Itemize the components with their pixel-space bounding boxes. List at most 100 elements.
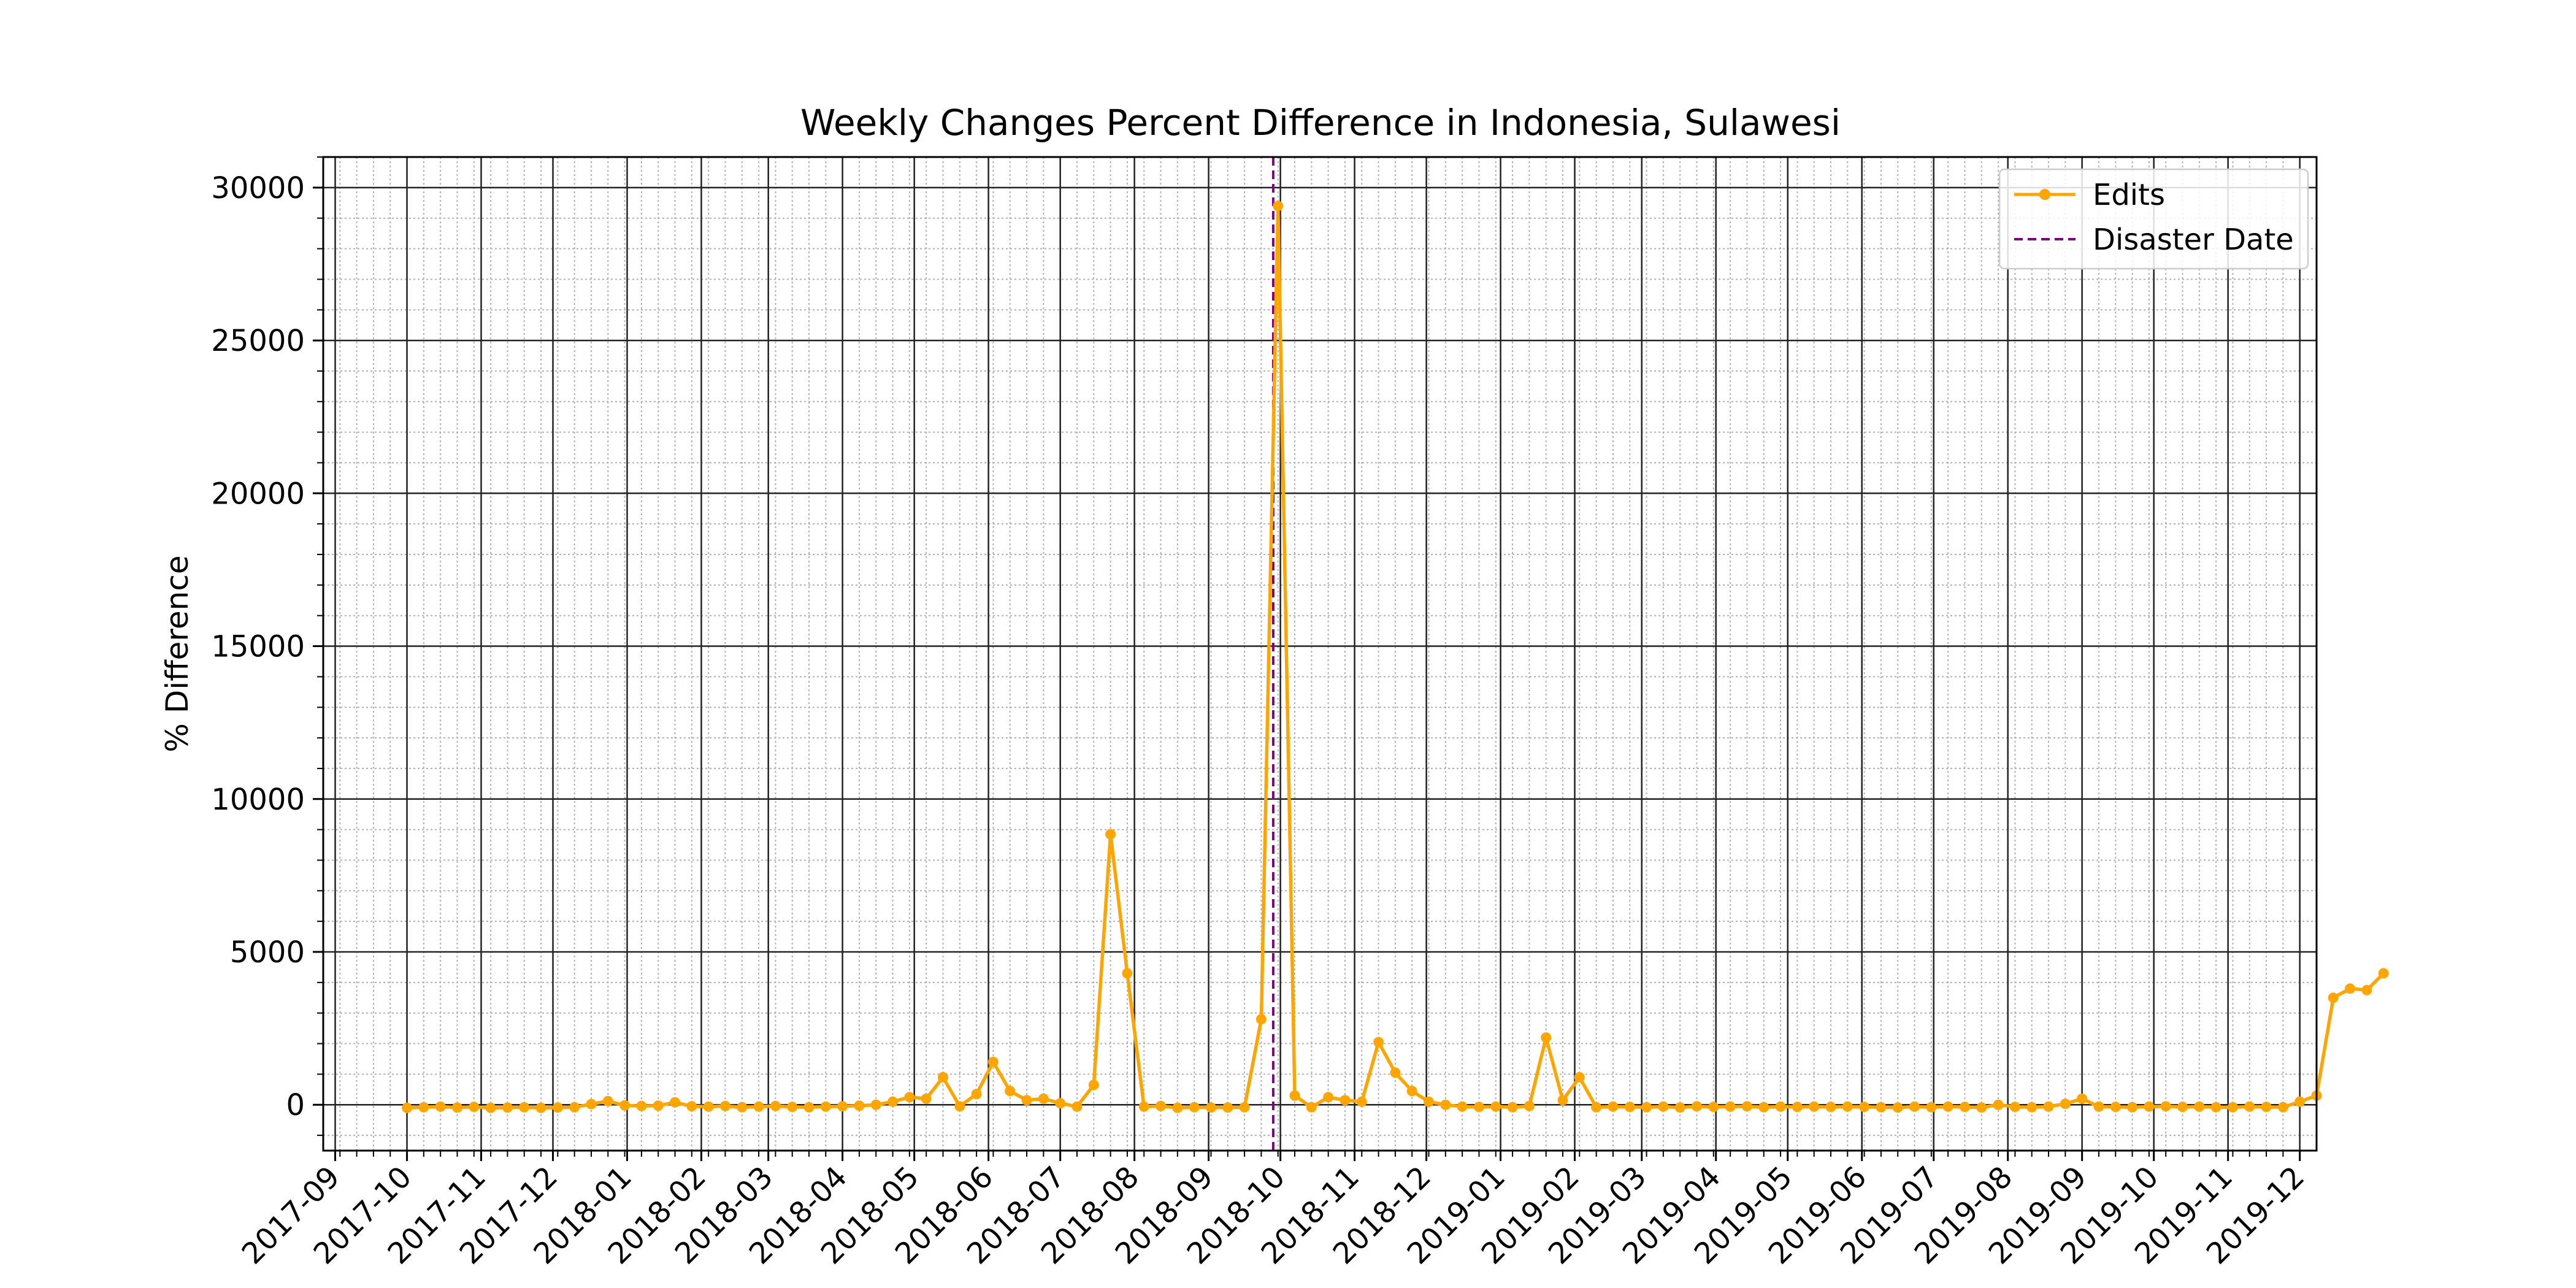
edits-data-point: [435, 1101, 446, 1112]
edits-data-point: [1574, 1071, 1585, 1083]
edits-data-point: [1189, 1102, 1200, 1113]
y-axis-label: % Difference: [159, 555, 195, 752]
edits-data-point: [2294, 1096, 2306, 1107]
edits-data-point: [2177, 1102, 2188, 1113]
edits-data-point: [1541, 1032, 1552, 1043]
edits-data-point: [1038, 1093, 1049, 1104]
edits-data-point: [1775, 1101, 1786, 1112]
edits-data-point: [2261, 1102, 2272, 1113]
edits-data-point: [1892, 1102, 1903, 1113]
plot-series: [402, 157, 2389, 1151]
edits-data-point: [1658, 1101, 1669, 1112]
legend-edits-label: Edits: [2093, 178, 2165, 212]
edits-data-point: [770, 1100, 781, 1111]
legend-disaster-label: Disaster Date: [2093, 223, 2294, 257]
edits-data-point: [1138, 1101, 1149, 1112]
edits-data-point: [569, 1102, 580, 1113]
edits-data-point: [1021, 1095, 1032, 1106]
edits-data-point: [2144, 1101, 2155, 1112]
edits-data-point: [2026, 1102, 2037, 1113]
edits-data-point: [1809, 1101, 1820, 1112]
edits-data-point: [1373, 1037, 1384, 1048]
edits-data-point: [418, 1102, 429, 1113]
y-tick-label: 15000: [211, 630, 305, 664]
edits-data-point: [921, 1093, 932, 1104]
edits-data-point: [2043, 1101, 2054, 1112]
edits-data-point: [2077, 1093, 2088, 1104]
edits-data-point: [2160, 1101, 2171, 1112]
edits-data-point: [887, 1096, 899, 1107]
edits-data-point: [519, 1102, 530, 1113]
edits-data-point: [1641, 1102, 1652, 1113]
edits-data-point: [1524, 1100, 1535, 1111]
edits-data-point: [1306, 1102, 1317, 1113]
edits-data-point: [1692, 1101, 1702, 1112]
edits-data-point: [2093, 1101, 2104, 1112]
edits-data-point: [820, 1101, 831, 1112]
edits-data-point: [854, 1100, 865, 1111]
edits-data-point: [1406, 1086, 1417, 1097]
edits-data-point: [1490, 1101, 1501, 1112]
edits-data-point: [2361, 984, 2372, 995]
edits-data-point: [1390, 1067, 1401, 1078]
edits-data-point: [1005, 1086, 1016, 1097]
edits-data-point: [1206, 1102, 1216, 1113]
legend: Edits Disaster Date: [1998, 168, 2309, 270]
edits-data-point: [1440, 1099, 1451, 1110]
y-tick-label: 0: [286, 1088, 305, 1122]
edits-data-point: [1474, 1102, 1484, 1113]
y-axis: 0 5000 10000 15000 20000 25000 30000: [211, 156, 323, 1137]
edits-data-point: [2210, 1102, 2221, 1113]
edits-data-point: [1507, 1102, 1518, 1113]
edits-data-point: [1424, 1096, 1434, 1107]
edits-data-point: [1340, 1095, 1351, 1106]
edits-data-point: [1842, 1101, 1853, 1112]
major-grid: [323, 157, 2317, 1151]
y-tick-label: 5000: [230, 935, 305, 970]
edits-data-point: [971, 1089, 982, 1100]
edits-data-point: [1674, 1102, 1685, 1113]
edits-data-point: [954, 1101, 965, 1112]
edits-data-point: [904, 1092, 915, 1103]
edits-data-point: [1876, 1102, 1887, 1113]
edits-data-point: [1859, 1102, 1870, 1113]
edits-data-point: [1071, 1101, 1083, 1112]
edits-data-point: [1624, 1102, 1635, 1113]
chart-title: Weekly Changes Percent Difference in Ind…: [800, 102, 1841, 144]
edits-data-point: [1741, 1101, 1752, 1112]
edits-data-point: [2060, 1098, 2071, 1110]
edits-data-point: [1758, 1102, 1769, 1113]
edits-data-point: [2345, 983, 2356, 994]
edits-data-point: [1105, 829, 1116, 840]
edits-data-point: [837, 1101, 848, 1112]
edits-data-point: [1255, 1014, 1267, 1025]
edits-data-point: [602, 1095, 613, 1106]
edits-data-point: [469, 1102, 480, 1113]
edits-data-point: [1156, 1100, 1166, 1111]
edits-data-point: [2127, 1102, 2138, 1113]
edits-data-point: [2328, 992, 2339, 1003]
edits-data-point: [2227, 1102, 2238, 1113]
edits-data-point: [636, 1100, 647, 1111]
edits-data-point: [402, 1102, 413, 1113]
edits-data-point: [653, 1100, 664, 1111]
edits-data-point: [2277, 1102, 2288, 1113]
edits-data-point: [1323, 1092, 1334, 1103]
edits-data-point: [552, 1102, 563, 1113]
edits-data-point: [1825, 1102, 1836, 1113]
y-tick-label: 25000: [211, 324, 305, 358]
edits-data-point: [1708, 1102, 1719, 1113]
edits-data-point: [803, 1102, 815, 1113]
minor-grid: [323, 156, 2317, 1151]
edits-data-point: [502, 1102, 513, 1113]
edits-data-point: [1960, 1102, 1970, 1113]
edits-data-point: [1088, 1079, 1099, 1091]
edits-data-point: [1055, 1098, 1066, 1109]
edits-data-point: [753, 1101, 764, 1112]
edits-data-point: [1993, 1099, 2004, 1110]
edits-data-point: [1239, 1102, 1250, 1113]
edits-data-point: [2244, 1101, 2255, 1112]
edits-data-point: [1926, 1102, 1937, 1113]
edits-data-point: [2194, 1101, 2205, 1112]
